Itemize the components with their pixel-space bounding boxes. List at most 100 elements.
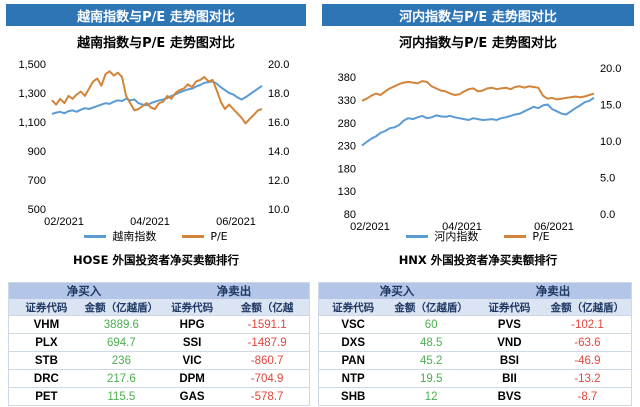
legend-swatch-pe (182, 234, 205, 238)
table-row: VHM 3889.6 HPG -1591.1 (8, 315, 310, 334)
x-tick-label: 04/2021 (442, 221, 482, 233)
table-group-header: 净买入 净卖出 (318, 282, 632, 299)
buy-code-cell: PET (8, 387, 84, 406)
table-group-header: 净买入 净卖出 (8, 282, 310, 299)
col-header: 金额（亿越 (225, 299, 310, 316)
buy-code-cell: DRC (8, 369, 84, 388)
y-right-tick-label: 14.0 (268, 146, 289, 158)
x-tick-label: 06/2021 (216, 216, 256, 228)
buy-amount-cell: 115.5 (83, 387, 159, 406)
y-left-tick-label: 1,100 (18, 117, 46, 129)
right-chart: 80 130 180 230 280 330 380 0.0 5.0 10.0 15.0 20.0 02… (338, 63, 622, 233)
sell-code-cell: BII (474, 369, 544, 388)
buy-code-cell: PAN (318, 351, 388, 370)
legend-label-index: 河内指数 (434, 230, 479, 243)
y-left-tick-label: 230 (338, 141, 356, 153)
sell-amount-cell: -1591.1 (225, 315, 310, 334)
sell-amount-cell: -578.7 (225, 387, 310, 406)
y-right-tick-label: 0.0 (600, 209, 615, 221)
legend-item-pe: P/E (182, 228, 228, 244)
col-header: 证券代码 (8, 299, 84, 316)
y-right-tick-label: 12.0 (268, 175, 289, 187)
sell-amount-cell: -860.7 (225, 351, 310, 370)
y-right-tick-label: 10.0 (268, 204, 289, 216)
sell-amount-cell: -13.2 (543, 369, 632, 388)
y-right-tick-label: 5.0 (600, 173, 615, 185)
sell-amount-cell: -46.9 (543, 351, 632, 370)
y-left-tick-label: 380 (338, 72, 356, 84)
x-tick-label: 04/2021 (130, 216, 170, 228)
right-chart-panel: 河内指数与P/E 走势图对比 80 130 180 230 280 330 380 0.0 5.… (322, 26, 634, 248)
table-row: VSC 60 PVS -102.1 (318, 315, 632, 334)
table-row: SHB 12 BVS -8.7 (318, 387, 632, 406)
buy-code-cell: VHM (8, 315, 84, 334)
legend-swatch-index (406, 234, 429, 238)
col-header: 证券代码 (159, 299, 226, 316)
legend-swatch-pe (504, 234, 527, 238)
buy-code-cell: NTP (318, 369, 388, 388)
y-left-tick-label: 1,500 (18, 59, 46, 71)
y-left-tick-label: 280 (338, 118, 356, 130)
legend-label-pe: P/E (210, 229, 228, 243)
legend-item-pe: P/E (504, 228, 550, 244)
left-legend: 越南指数 P/E (6, 228, 306, 244)
buy-code-cell: STB (8, 351, 84, 370)
table-row: STB 236 VIC -860.7 (8, 351, 310, 370)
legend-label-index: 越南指数 (112, 230, 157, 243)
buy-amount-cell: 19.5 (387, 369, 475, 388)
y-left-tick-label: 180 (338, 163, 356, 175)
table-row: PAN 45.2 BSI -46.9 (318, 351, 632, 370)
right-chart-title: 河内指数与P/E 走势图对比 (399, 36, 557, 51)
buy-code-cell: DXS (318, 333, 388, 352)
buy-amount-cell: 12 (387, 387, 475, 406)
y-left-tick-label: 500 (28, 204, 46, 216)
sell-code-cell: VND (474, 333, 544, 352)
group-header-buy: 净买入 (318, 282, 475, 299)
y-left-tick-label: 80 (344, 209, 356, 221)
x-tick-label: 02/2021 (44, 216, 84, 228)
sell-amount-cell: -1487.9 (225, 333, 310, 352)
sell-code-cell: BSI (474, 351, 544, 370)
table-sub-header: 证券代码 金额（亿越盾） 证券代码 金额（亿越盾） (318, 299, 632, 316)
col-header: 证券代码 (474, 299, 544, 316)
table-row: NTP 19.5 BII -13.2 (318, 369, 632, 388)
buy-amount-cell: 45.2 (387, 351, 475, 370)
group-header-sell: 净卖出 (474, 282, 632, 299)
buy-amount-cell: 694.7 (83, 333, 159, 352)
col-header: 金额（亿越盾） (543, 299, 632, 316)
buy-code-cell: PLX (8, 333, 84, 352)
buy-amount-cell: 3889.6 (83, 315, 159, 334)
sell-amount-cell: -8.7 (543, 387, 632, 406)
table-row: DXS 48.5 VND -63.6 (318, 333, 632, 352)
y-left-tick-label: 130 (338, 186, 356, 198)
x-tick-label: 06/2021 (534, 221, 574, 233)
y-left-tick-label: 900 (28, 146, 46, 158)
index-series-line (361, 96, 595, 147)
table-sub-header: 证券代码 金额（亿越盾） 证券代码 金额（亿越 (8, 299, 310, 316)
left-chart-panel: 越南指数与P/E 走势图对比 500 700 900 1,100 1,300 1,500 1… (6, 26, 306, 248)
sell-code-cell: PVS (474, 315, 544, 334)
y-right-tick-label: 15.0 (600, 100, 621, 112)
right-banner: 河内指数与P/E 走势图对比 (322, 4, 634, 26)
buy-code-cell: SHB (318, 387, 388, 406)
left-chart: 500 700 900 1,100 1,300 1,500 10.0 12.0 14.0 16.0… (18, 59, 289, 228)
buy-amount-cell: 236 (83, 351, 159, 370)
y-right-tick-label: 20.0 (268, 59, 289, 71)
sell-amount-cell: -704.9 (225, 369, 310, 388)
buy-amount-cell: 60 (387, 315, 475, 334)
sell-amount-cell: -102.1 (543, 315, 632, 334)
buy-amount-cell: 48.5 (387, 333, 475, 352)
x-tick-label: 02/2021 (350, 221, 390, 233)
col-header: 证券代码 (318, 299, 388, 316)
hose-table: 净买入 净卖出 证券代码 金额（亿越盾） 证券代码 金额（亿越 VHM 3889.… (8, 282, 310, 406)
sell-amount-cell: -63.6 (543, 333, 632, 352)
group-header-buy: 净买入 (8, 282, 159, 299)
hnx-table-title: HNX 外国投资者净买卖额排行 (398, 253, 558, 267)
left-banner: 越南指数与P/E 走势图对比 (6, 4, 306, 26)
legend-item-index: 河内指数 (406, 228, 478, 244)
y-right-tick-label: 18.0 (268, 88, 289, 100)
sell-code-cell: VIC (159, 351, 226, 370)
y-left-tick-label: 330 (338, 95, 356, 107)
table-row: PET 115.5 GAS -578.7 (8, 387, 310, 406)
buy-code-cell: VSC (318, 315, 388, 334)
